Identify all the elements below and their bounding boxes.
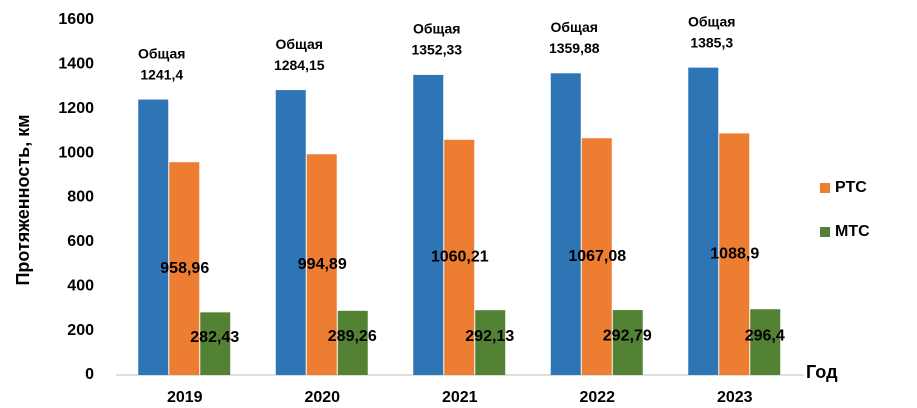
data-label: 1088,9 [710,245,759,262]
legend-label: МТС [835,223,870,240]
legend-swatch [820,183,830,193]
bar [413,74,444,375]
data-label: 292,79 [603,328,652,345]
bar [444,139,475,375]
y-tick-label: 800 [67,189,94,206]
data-label-name: Общая [276,36,323,52]
bar [169,162,200,375]
bar [306,154,337,375]
data-label-name: Общая [413,21,460,37]
data-label: 1359,88 [549,40,600,56]
bar [719,133,750,375]
bar [688,67,719,375]
bar [612,310,643,375]
bar [750,309,781,375]
x-tick-label: 2023 [717,389,753,406]
data-label: 289,26 [328,328,377,345]
data-label: 958,96 [160,260,209,277]
bar [275,90,306,375]
bar [200,312,231,375]
bar [475,310,506,375]
x-axis-label: Год [806,362,838,382]
legend-label: РТС [835,179,867,196]
y-tick-label: 400 [67,277,94,294]
data-label-name: Общая [688,13,735,29]
bar [550,73,581,376]
data-label: 1067,08 [568,248,626,265]
data-label: 296,4 [745,327,785,344]
data-label: 292,13 [465,328,514,345]
y-tick-label: 1200 [58,100,94,117]
y-tick-label: 1600 [58,11,94,28]
y-tick-label: 200 [67,322,94,339]
x-tick-label: 2022 [579,389,615,406]
data-label: 1385,3 [690,34,733,50]
y-tick-label: 600 [67,233,94,250]
data-label-name: Общая [551,19,598,35]
bar [337,310,368,375]
data-label: 1352,33 [411,42,462,58]
legend-swatch [820,227,830,237]
bar [138,99,169,375]
data-label: 1284,15 [274,57,325,73]
data-label-name: Общая [138,45,185,61]
y-tick-label: 1400 [58,56,94,73]
x-tick-label: 2021 [442,389,478,406]
data-label: 994,89 [298,256,347,273]
data-label: 1060,21 [431,249,489,266]
y-axis-label: Протяженность, км [13,114,33,285]
x-tick-label: 2019 [167,389,203,406]
y-tick-label: 0 [85,366,94,383]
data-label: 1241,4 [140,66,183,82]
y-tick-label: 1000 [58,144,94,161]
bar [581,138,612,375]
data-label: 282,43 [190,329,239,346]
x-tick-label: 2020 [304,389,340,406]
